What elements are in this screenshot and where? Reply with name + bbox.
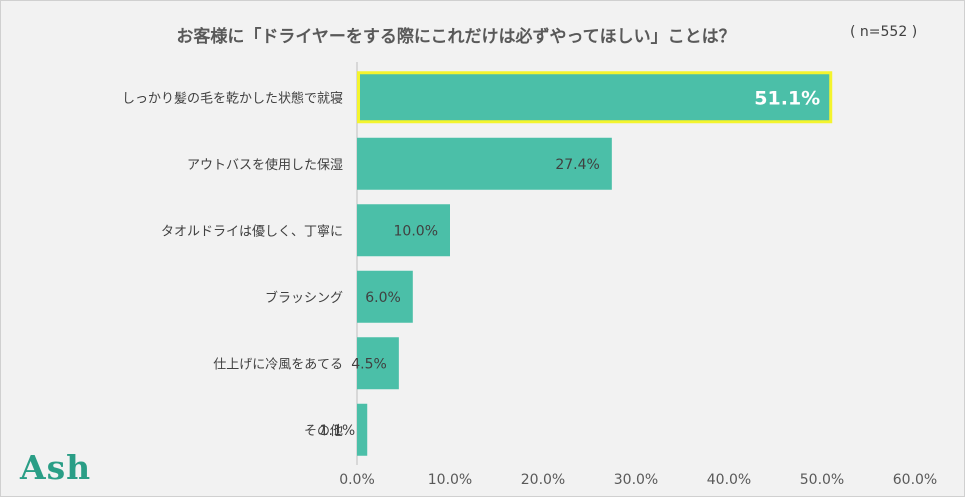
chart-title: お客様に「ドライヤーをする際にこれだけは必ずやってほしい」ことは？ [176, 27, 736, 47]
data-label-4: 4.5% [351, 356, 387, 372]
x-tick-label-3: 30.0% [614, 472, 658, 488]
bar-3 [357, 270, 413, 323]
x-tick-label-2: 20.0% [521, 472, 565, 488]
sample-size-note: ( n=552 ) [850, 24, 918, 40]
data-label-2: 10.0% [394, 223, 438, 239]
x-tick-label-6: 60.0% [893, 472, 937, 488]
x-tick-label-1: 10.0% [428, 472, 472, 488]
category-label-2: タオルドライは優しく、丁寧に [161, 223, 343, 239]
category-label-0: しっかり髪の毛を乾かした状態で就寝 [122, 90, 343, 106]
x-tick-label-4: 40.0% [707, 472, 751, 488]
data-label-3: 6.0% [365, 290, 401, 306]
category-label-5: その他 [304, 424, 343, 439]
category-label-3: ブラッシング [265, 290, 343, 306]
x-tick-label-0: 0.0% [339, 472, 375, 488]
bar-0 [357, 71, 833, 124]
data-label-5: 1.1% [320, 423, 356, 439]
bar-4 [357, 337, 399, 390]
bar-2 [357, 204, 450, 257]
bar-1 [357, 137, 612, 190]
category-label-1: アウトバスを使用した保湿 [187, 157, 343, 173]
bar-5 [357, 403, 368, 456]
ash-logo: Ash [20, 448, 92, 487]
category-label-4: 仕上げに冷風をあてる [213, 357, 343, 372]
data-label-1: 27.4% [555, 157, 599, 173]
x-tick-label-5: 50.0% [800, 472, 844, 488]
data-label-0: 51.1% [754, 87, 820, 109]
